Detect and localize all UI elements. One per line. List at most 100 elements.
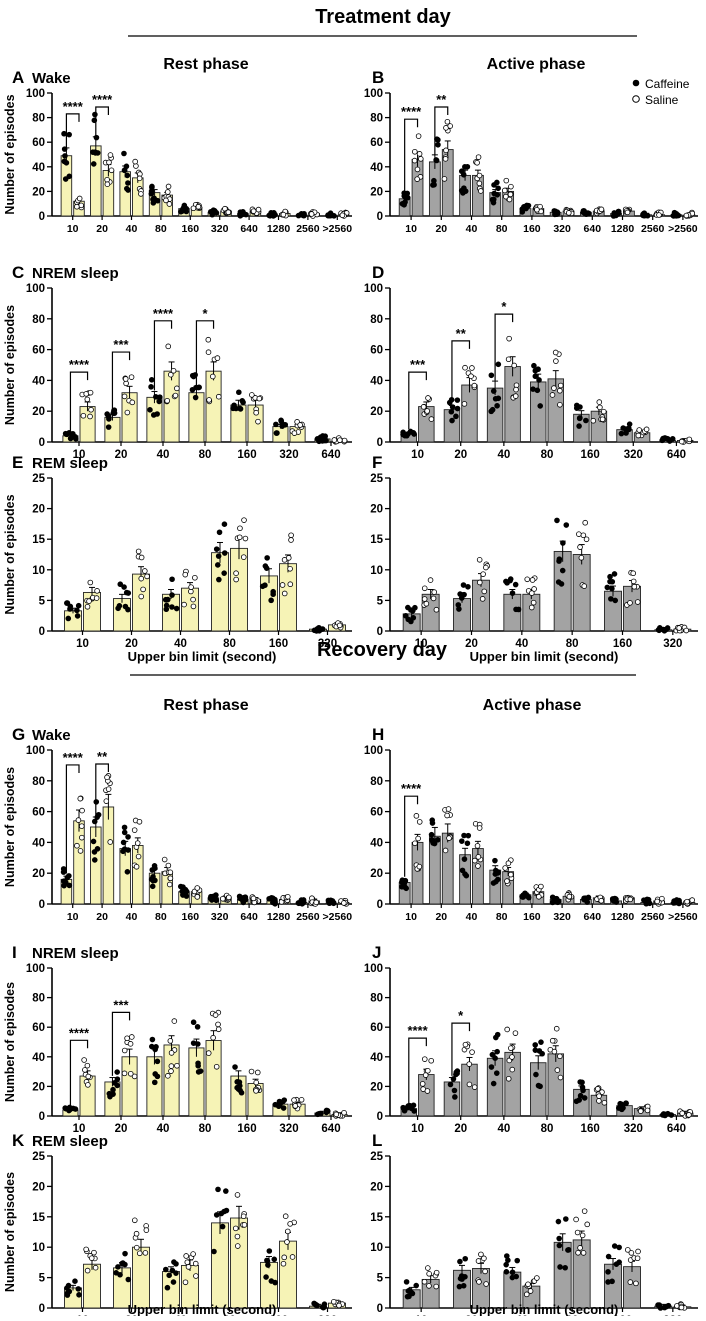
data-point-saline xyxy=(557,1074,564,1081)
data-point-saline xyxy=(476,172,483,179)
data-point-saline xyxy=(502,865,508,871)
data-point-caffeine xyxy=(531,362,537,369)
y-tick-label: 15 xyxy=(370,534,383,546)
data-point-saline xyxy=(336,1302,342,1309)
data-point-saline xyxy=(74,203,80,210)
data-point-saline xyxy=(181,601,187,608)
data-point-saline xyxy=(538,883,544,890)
data-point-caffeine xyxy=(538,1039,544,1045)
significance-label: **** xyxy=(69,1025,90,1040)
panel-title: REM sleep xyxy=(32,455,108,472)
y-tick-label: 80 xyxy=(32,113,45,125)
data-point-saline xyxy=(549,392,556,398)
data-point-caffeine xyxy=(219,1223,226,1230)
data-point-saline xyxy=(597,404,603,411)
significance-bracket xyxy=(408,1037,427,1104)
data-point-caffeine xyxy=(213,209,220,216)
data-point-saline xyxy=(553,358,559,364)
data-point-caffeine xyxy=(435,137,441,143)
data-point-caffeine xyxy=(104,411,110,417)
x-axis-label: Upper bin limit (second) xyxy=(470,1302,619,1316)
data-point-saline xyxy=(419,1081,426,1087)
data-point-caffeine xyxy=(656,1302,663,1308)
data-point-caffeine xyxy=(666,438,673,444)
data-point-caffeine xyxy=(613,1261,620,1267)
legend-caffeine-marker xyxy=(632,79,640,87)
x-tick-label: 40 xyxy=(497,449,510,461)
y-tick-label: 10 xyxy=(370,1242,383,1254)
data-point-caffeine xyxy=(530,386,536,392)
data-point-saline xyxy=(412,148,418,155)
y-tick-label: 15 xyxy=(32,534,45,546)
data-point-caffeine xyxy=(195,1041,201,1047)
y-axis-label: Number of episodes xyxy=(3,1172,17,1292)
data-point-caffeine xyxy=(556,1235,562,1242)
data-point-saline xyxy=(412,840,418,847)
data-point-caffeine xyxy=(72,435,79,442)
data-point-caffeine xyxy=(154,1073,161,1080)
data-point-saline xyxy=(121,1070,128,1077)
significance-label: ** xyxy=(456,326,467,341)
data-point-caffeine xyxy=(399,200,406,207)
data-point-saline xyxy=(341,900,347,906)
data-point-saline xyxy=(478,1251,484,1258)
y-tick-label: 60 xyxy=(32,1022,45,1034)
data-point-saline xyxy=(481,588,488,595)
x-tick-label: 640 xyxy=(667,449,686,461)
data-point-saline xyxy=(433,606,440,613)
x-tick-label: 160 xyxy=(182,911,200,923)
data-point-caffeine xyxy=(661,627,667,633)
x-tick-label: 2560 xyxy=(641,911,665,923)
data-point-saline xyxy=(136,1250,143,1257)
data-point-caffeine xyxy=(430,182,436,188)
data-point-saline xyxy=(164,189,171,195)
data-point-saline xyxy=(127,1070,134,1077)
data-point-caffeine xyxy=(272,1279,278,1286)
data-point-saline xyxy=(279,582,286,588)
x-tick-label: 320 xyxy=(624,1123,643,1135)
bar-caffeine xyxy=(459,854,471,905)
y-tick-label: 0 xyxy=(39,437,45,449)
x-tick-label: 10 xyxy=(405,223,417,235)
data-point-saline xyxy=(220,895,226,902)
x-tick-label: 2560 xyxy=(296,223,320,235)
y-tick-label: 20 xyxy=(32,504,45,516)
significance-label: ** xyxy=(97,749,108,764)
significance-label: **** xyxy=(69,357,90,372)
x-tick-label: 320 xyxy=(211,223,229,235)
data-point-saline xyxy=(107,152,114,158)
data-point-caffeine xyxy=(556,556,563,562)
x-tick-label: 20 xyxy=(125,638,138,650)
data-point-saline xyxy=(643,426,650,433)
data-point-caffeine xyxy=(148,188,155,194)
data-point-caffeine xyxy=(460,1282,467,1289)
bar-saline xyxy=(230,547,248,632)
data-point-caffeine xyxy=(490,1080,497,1087)
data-point-saline xyxy=(131,827,138,833)
data-point-saline xyxy=(425,395,431,401)
data-point-saline xyxy=(75,817,82,823)
data-point-saline xyxy=(683,627,690,634)
data-point-saline xyxy=(136,175,143,182)
data-point-saline xyxy=(471,1084,478,1090)
data-point-caffeine xyxy=(504,1253,510,1259)
bar-saline xyxy=(79,406,96,443)
bar-caffeine xyxy=(459,174,471,217)
data-point-caffeine xyxy=(268,597,274,604)
y-tick-label: 0 xyxy=(377,211,383,223)
data-point-saline xyxy=(144,573,150,580)
data-point-caffeine xyxy=(218,1210,225,1217)
data-point-caffeine xyxy=(463,872,470,879)
data-point-saline xyxy=(284,1239,290,1245)
data-point-saline xyxy=(122,376,129,382)
x-tick-label: 320 xyxy=(279,449,298,461)
data-point-caffeine xyxy=(123,589,130,596)
x-tick-label: 640 xyxy=(584,911,602,923)
data-point-saline xyxy=(466,1081,473,1088)
data-point-saline xyxy=(471,382,478,389)
data-point-caffeine xyxy=(507,577,513,584)
data-point-caffeine xyxy=(216,529,223,536)
data-point-caffeine xyxy=(618,1101,625,1108)
data-point-caffeine xyxy=(180,892,186,898)
